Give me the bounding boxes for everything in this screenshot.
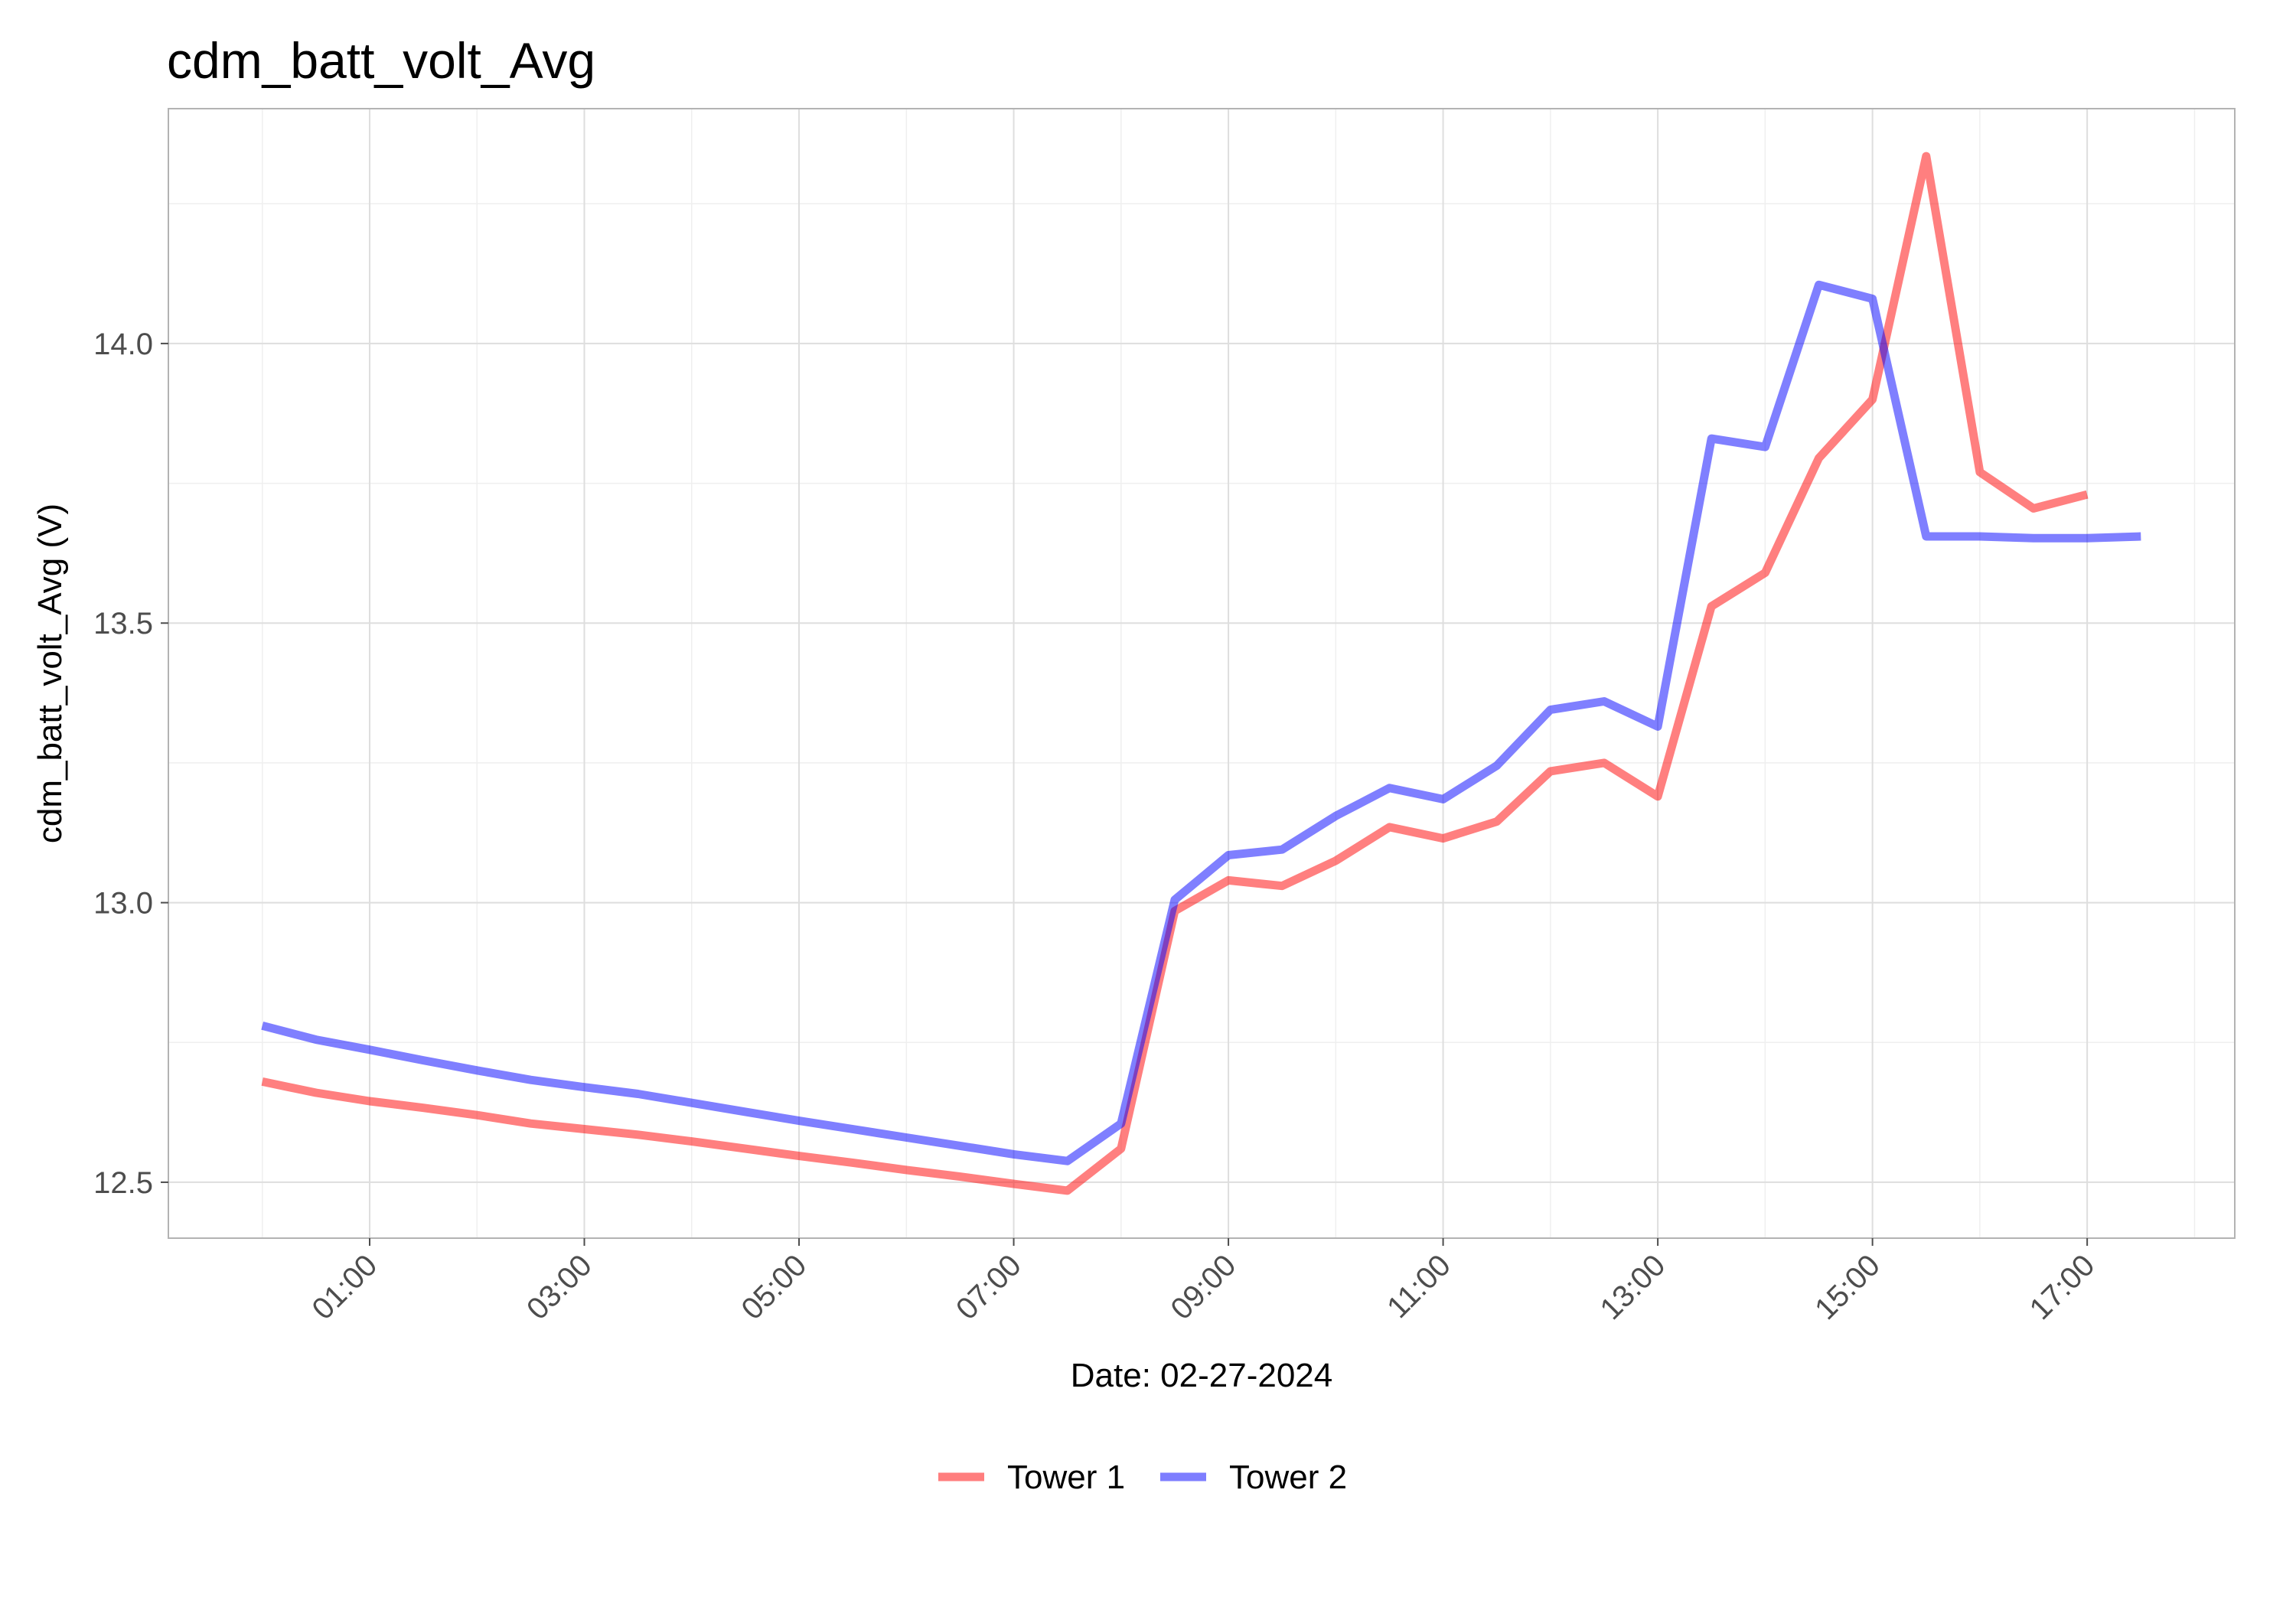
x-tick-label: 09:00 — [1165, 1248, 1243, 1326]
legend: Tower 1 Tower 2 — [938, 1459, 1347, 1496]
major-gridlines — [168, 109, 2235, 1238]
x-tick-label: 15:00 — [1808, 1248, 1887, 1326]
series-lines — [261, 152, 2141, 1195]
y-axis-title: cdm_batt_volt_Avg (V) — [31, 504, 69, 843]
y-tick-label: 14.0 — [93, 328, 153, 361]
y-axis-ticks: 12.5 13.0 13.5 14.0 — [93, 328, 168, 1200]
x-tick-label: 01:00 — [305, 1248, 383, 1326]
x-tick-label: 03:00 — [520, 1248, 598, 1326]
x-tick-label: 11:00 — [1381, 1248, 1457, 1325]
series-line-tower-2 — [261, 280, 2141, 1165]
x-tick-label: 17:00 — [2024, 1248, 2102, 1326]
x-axis-title: Date: 02-27-2024 — [1071, 1357, 1332, 1394]
x-tick-label: 13:00 — [1594, 1248, 1672, 1326]
legend-label-tower-1: Tower 1 — [1007, 1459, 1125, 1496]
plot-panel-border — [168, 108, 2236, 1239]
y-tick-label: 13.0 — [93, 887, 153, 921]
y-tick-label: 13.5 — [93, 607, 153, 641]
minor-gridlines — [168, 109, 2235, 1238]
x-tick-label: 05:00 — [735, 1248, 813, 1326]
y-tick-label: 12.5 — [93, 1166, 153, 1200]
chart-title: cdm_batt_volt_Avg — [167, 32, 595, 89]
legend-label-tower-2: Tower 2 — [1229, 1459, 1347, 1496]
x-tick-label: 07:00 — [950, 1248, 1028, 1326]
x-axis-ticks: 01:00 03:00 05:00 07:00 09:00 11:00 13:00 15:00… — [305, 1238, 2102, 1326]
